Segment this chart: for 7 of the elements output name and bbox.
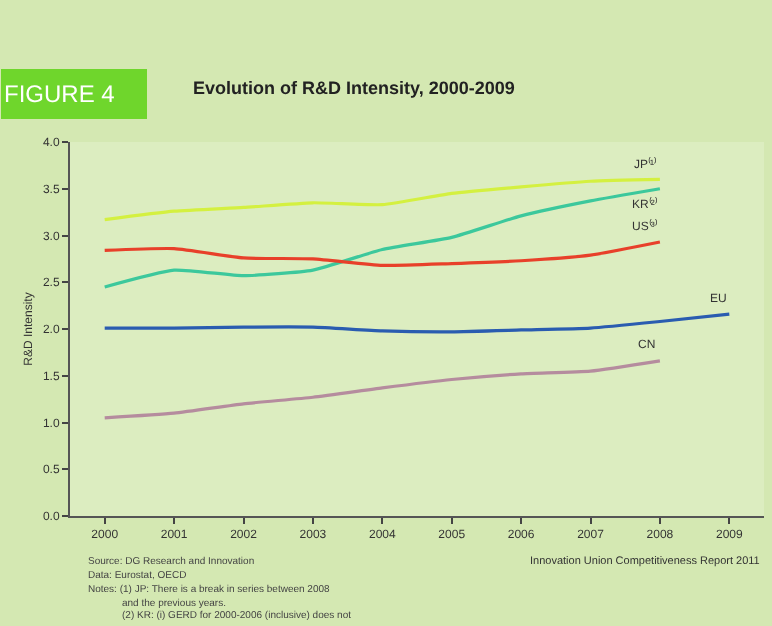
line-series — [103, 187, 662, 289]
chart-title: Evolution of R&D Intensity, 2000-2009 — [193, 77, 515, 98]
line-series — [103, 240, 662, 268]
caption: FIGURE 4 — [4, 80, 116, 108]
line-series — [103, 359, 662, 420]
line-series — [103, 312, 731, 334]
line-series — [103, 177, 662, 222]
